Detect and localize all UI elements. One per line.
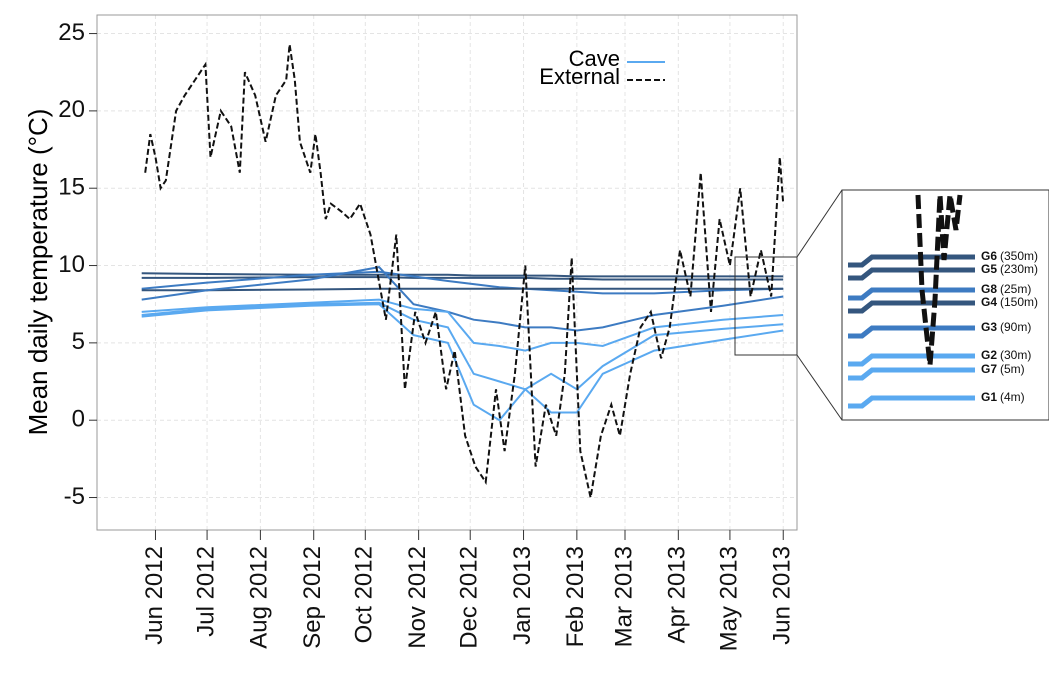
series-line bbox=[141, 303, 784, 422]
inset-line bbox=[848, 325, 975, 339]
series-name: G5 bbox=[981, 262, 997, 276]
legend-label: Cave bbox=[569, 46, 620, 71]
x-tick-label: Feb 2013 bbox=[562, 546, 589, 647]
x-tick-label: Dec 2012 bbox=[456, 546, 483, 649]
x-tick-label: Apr 2013 bbox=[664, 546, 691, 643]
inset-label: G8 (25m) bbox=[981, 282, 1031, 296]
y-tick-label: 5 bbox=[72, 328, 85, 355]
inset-label: G7 (5m) bbox=[981, 362, 1025, 376]
series-line bbox=[144, 44, 785, 498]
series-line bbox=[141, 298, 784, 352]
y-tick-label: 20 bbox=[58, 96, 85, 123]
y-tick-label: -5 bbox=[64, 483, 85, 510]
inset-label: G4 (150m) bbox=[981, 295, 1038, 309]
series-name: G7 bbox=[981, 362, 997, 376]
x-tick-label: Mar 2013 bbox=[610, 546, 637, 647]
x-tick-label: May 2013 bbox=[715, 546, 742, 651]
x-tick-label: Nov 2012 bbox=[404, 546, 431, 649]
y-tick-label: 10 bbox=[58, 251, 85, 278]
inset-label: G5 (230m) bbox=[981, 262, 1038, 276]
inset-external bbox=[915, 194, 963, 366]
plot-frame bbox=[96, 14, 798, 531]
series-name: G6 bbox=[981, 249, 997, 263]
series-line bbox=[141, 272, 784, 278]
series-line bbox=[141, 270, 784, 295]
series-name: G4 bbox=[981, 295, 997, 309]
series-depth: (150m) bbox=[1000, 295, 1038, 309]
x-tick-label: Jun 2013 bbox=[769, 546, 796, 645]
x-tick-label: Jul 2012 bbox=[192, 546, 219, 637]
series-depth: (350m) bbox=[1000, 249, 1038, 263]
inset-label: G3 (90m) bbox=[981, 320, 1031, 334]
inset-label: G1 (4m) bbox=[981, 390, 1025, 404]
series-depth: (25m) bbox=[1000, 282, 1031, 296]
inset-label: G6 (350m) bbox=[981, 249, 1038, 263]
inset-line bbox=[848, 367, 975, 381]
inset-label: G2 (30m) bbox=[981, 348, 1031, 362]
inset-line bbox=[848, 254, 975, 268]
zoom-connector bbox=[796, 189, 843, 258]
series-name: G2 bbox=[981, 348, 997, 362]
grid bbox=[97, 15, 797, 530]
y-tick-label: 0 bbox=[72, 406, 85, 433]
series-line bbox=[141, 266, 784, 332]
y-axis-label: Mean daily temperature (°C) bbox=[23, 109, 53, 436]
x-tick-label: Jun 2012 bbox=[141, 546, 168, 645]
series-name: G1 bbox=[981, 390, 997, 404]
x-tick-label: Aug 2012 bbox=[246, 546, 273, 649]
inset-line bbox=[848, 267, 975, 281]
series-depth: (4m) bbox=[1000, 390, 1025, 404]
x-tick-label: Jan 2013 bbox=[509, 546, 536, 645]
series-depth: (30m) bbox=[1000, 348, 1031, 362]
legend-label: External bbox=[539, 64, 620, 89]
inset: G6 (350m)G5 (230m)G8 (25m)G4 (150m)G3 (90m)G2… bbox=[734, 189, 1049, 421]
inset-line bbox=[848, 353, 975, 367]
y-tick-label: 15 bbox=[58, 174, 85, 201]
series-depth: (90m) bbox=[1000, 320, 1031, 334]
zoom-box bbox=[734, 256, 798, 356]
series-depth: (230m) bbox=[1000, 262, 1038, 276]
x-tick-label: Sep 2012 bbox=[299, 546, 326, 649]
x-tick-label: Oct 2012 bbox=[351, 546, 378, 643]
y-tick-label: 25 bbox=[58, 19, 85, 46]
series-name: G3 bbox=[981, 320, 997, 334]
series-line bbox=[141, 287, 784, 292]
series-depth: (5m) bbox=[1000, 362, 1025, 376]
zoom-connector bbox=[796, 354, 843, 421]
inset-line bbox=[848, 395, 975, 409]
series-line bbox=[141, 276, 784, 281]
series-name: G8 bbox=[981, 282, 997, 296]
